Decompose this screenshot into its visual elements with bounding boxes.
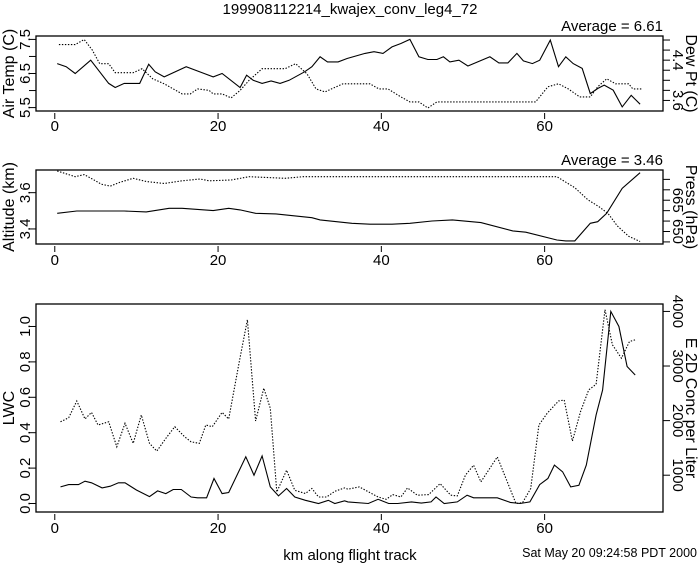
series-altitude [57, 172, 641, 242]
y2-tick-label: 650 [669, 219, 686, 244]
x-tick-label: 20 [210, 252, 227, 269]
y-axis-label: Altitude (km) [1, 162, 18, 252]
y-tick-label: 0.2 [17, 458, 34, 479]
x-tick-label: 60 [536, 252, 553, 269]
series-lwc [60, 309, 636, 505]
plot-frame [35, 169, 664, 245]
panel-altitude: 0 20 40 60 3.4 3.6 650 665 Altitude (km) Press (h… [1, 152, 699, 269]
y-tick-label: 7.5 [17, 29, 34, 50]
y2-tick-label: 665 [669, 188, 686, 213]
x-tick-label: 60 [536, 118, 553, 135]
series-pressure [57, 170, 641, 243]
y-tick-label: 0.0 [17, 493, 34, 514]
timestamp: Sat May 20 09:24:58 PDT 2000 [522, 546, 697, 560]
y2-tick-label: 3.6 [669, 90, 686, 111]
x-tick-label: 40 [373, 520, 390, 537]
y-tick-label: 3.6 [17, 182, 34, 203]
x-tick-label: 40 [373, 252, 390, 269]
y2-tick-label: 2000 [669, 404, 686, 437]
y2-axis-label: Press (hPa) [682, 165, 699, 249]
y-tick-label: 0.6 [17, 387, 34, 408]
average-annotation: Average = 6.61 [561, 18, 663, 35]
x-tick-label: 0 [51, 520, 59, 537]
plot-frame [35, 303, 664, 513]
x-tick-label: 0 [51, 252, 59, 269]
y-tick-label: 0.8 [17, 351, 34, 372]
y-tick-label: 5.5 [17, 97, 34, 118]
average-annotation: Average = 3.46 [561, 152, 663, 169]
y-axis-label: LWC [1, 391, 18, 425]
series-dew-pt [58, 38, 642, 109]
y-tick-label: 1.0 [17, 316, 34, 337]
y2-tick-label: 4000 [669, 295, 686, 328]
series-air-temp [57, 38, 641, 108]
x-tick-label: 60 [536, 520, 553, 537]
y2-tick-label: 4.4 [669, 50, 686, 71]
y2-axis-label: E 2D Conc per Liter [682, 338, 699, 479]
panel-temperature: 0 20 40 60 5.5 6.5 7.5 3.6 4.4 Air Temp (C) Dew Pt… [1, 18, 699, 135]
y-tick-label: 6.5 [17, 63, 34, 84]
y-tick-label: 0.4 [17, 422, 34, 443]
y-tick-label: 3.4 [17, 219, 34, 240]
panel-lwc: 0 20 40 60 0.0 0.2 0.4 0.6 0.8 1.0 1000 2000 3000 400… [1, 295, 699, 537]
y-axis-label: Air Temp (C) [1, 29, 18, 119]
x-tick-label: 20 [210, 520, 227, 537]
x-axis-label: km along flight track [283, 547, 417, 564]
series-e-2d-conc [60, 309, 636, 505]
y2-axis-label: Dew Pt (C) [682, 34, 699, 112]
plot-frame [35, 35, 664, 112]
chart-title: 199908112214_kwajex_conv_leg4_72 [223, 1, 478, 18]
x-tick-label: 0 [51, 118, 59, 135]
x-tick-label: 20 [210, 118, 227, 135]
y2-tick-label: 3000 [669, 349, 686, 382]
y2-tick-label: 1000 [669, 459, 686, 492]
x-tick-label: 40 [373, 118, 390, 135]
